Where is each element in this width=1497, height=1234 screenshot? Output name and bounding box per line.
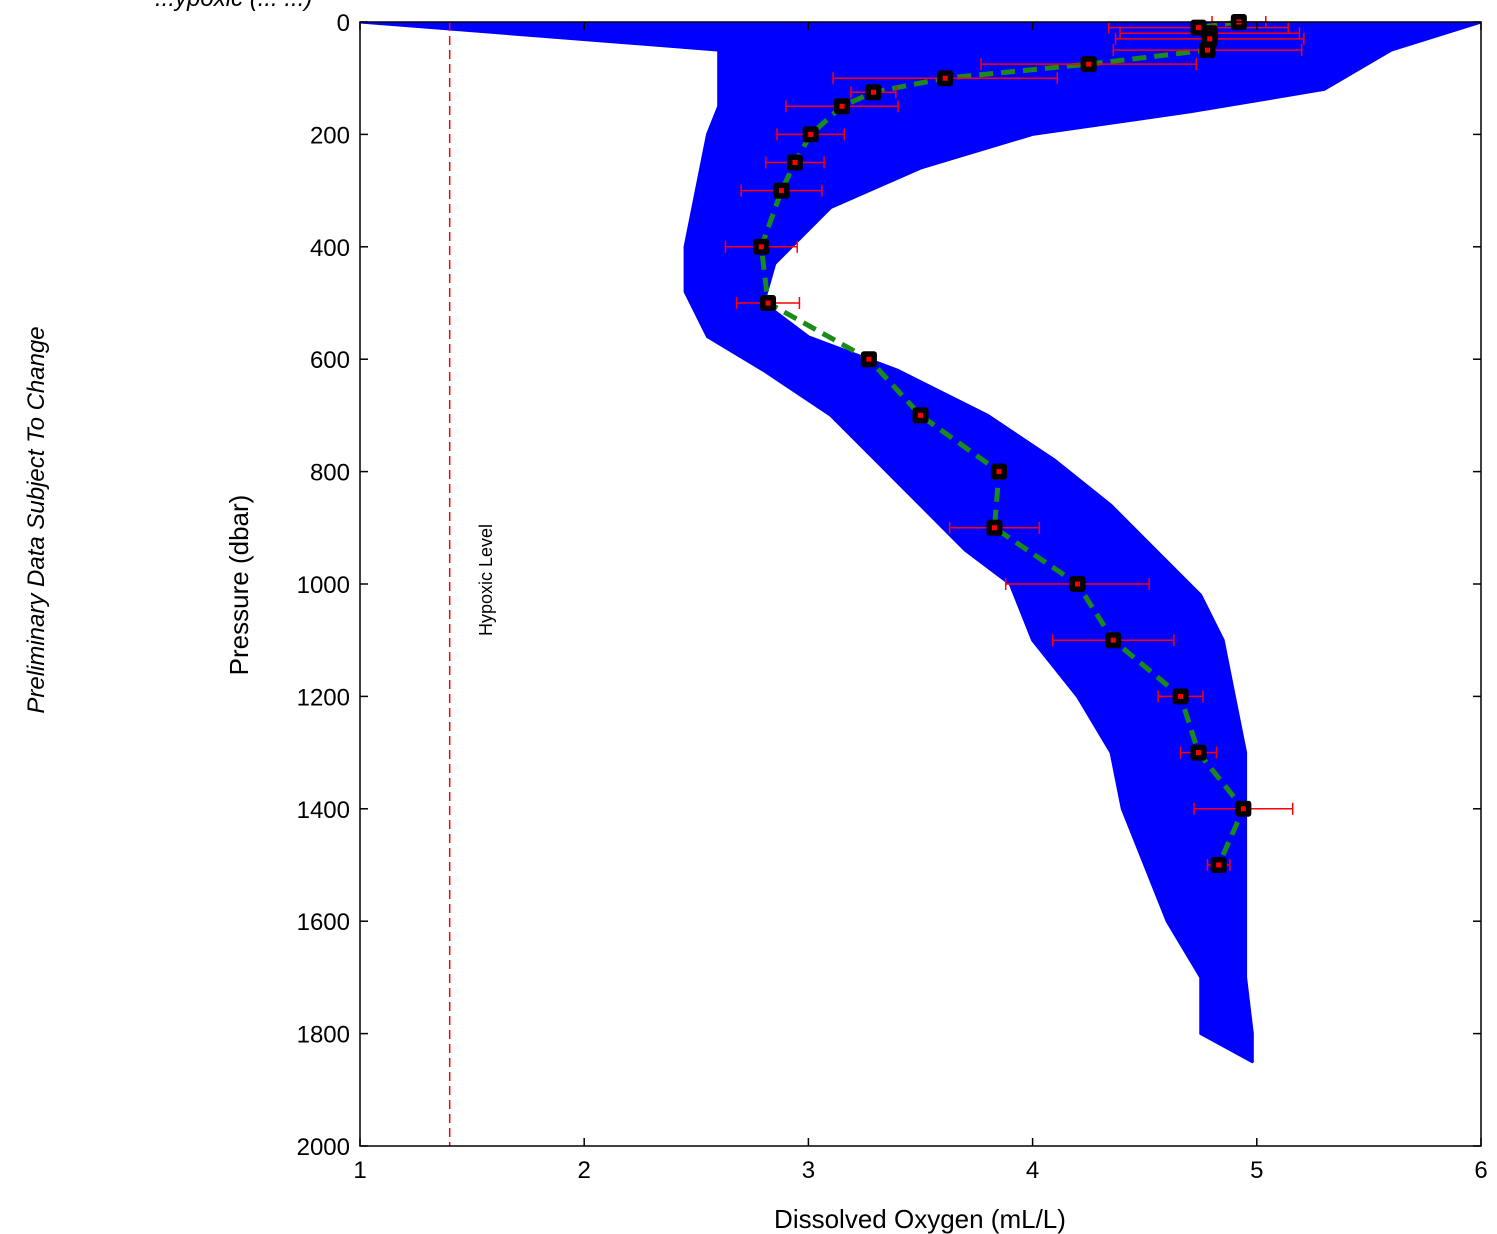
point-marker-center [996, 469, 1002, 475]
data-point [802, 126, 819, 143]
y-tick-label: 2000 [297, 1134, 350, 1161]
x-tick-label: 1 [353, 1157, 366, 1184]
y-tick-label: 1800 [297, 1022, 350, 1049]
point-marker-center [1074, 581, 1080, 587]
x-tick-label: 6 [1474, 1157, 1487, 1184]
data-point [1172, 688, 1189, 705]
point-marker-center [1086, 61, 1092, 67]
hypoxic-level-label: Hypoxic Level [476, 524, 496, 636]
y-ticks: 0 200 400 600 800 1000 1200 1400 1600 1800 2000 [297, 10, 1481, 1161]
point-marker-center [991, 525, 997, 531]
scatter-cloud-band [360, 22, 1481, 1064]
data-point [986, 519, 1003, 536]
y-tick-label: 200 [310, 122, 350, 149]
data-point [773, 182, 790, 199]
data-point [990, 463, 1007, 480]
data-point [760, 295, 777, 311]
x-ticks: 1 2 3 4 5 6 [353, 22, 1488, 1184]
point-marker-center [792, 160, 798, 165]
data-point [937, 70, 954, 87]
x-tick-label: 3 [802, 1157, 815, 1184]
x-tick-label: 2 [578, 1157, 591, 1184]
y-tick-label: 600 [310, 347, 350, 374]
data-point [753, 238, 770, 255]
data-point [1190, 744, 1207, 761]
y-tick-label: 800 [310, 460, 350, 487]
point-marker-center [778, 188, 784, 194]
point-marker-center [1196, 750, 1202, 756]
point-marker-center [839, 103, 845, 109]
point-marker-center [758, 244, 764, 250]
point-marker-center [1240, 806, 1246, 812]
point-marker-center [1196, 25, 1202, 31]
data-point [912, 407, 929, 424]
point-marker-center [1178, 693, 1184, 699]
y-tick-label: 400 [310, 235, 350, 262]
y-tick-label: 1600 [297, 909, 350, 936]
data-point [786, 154, 803, 171]
point-marker-center [942, 75, 948, 81]
y-tick-label: 0 [337, 10, 350, 37]
x-axis-label: Dissolved Oxygen (mL/L) [774, 1204, 1066, 1234]
point-marker-center [765, 300, 771, 306]
data-point [1199, 42, 1216, 59]
data-point [1105, 632, 1122, 649]
point-marker-center [1216, 862, 1222, 868]
data-point [834, 98, 851, 115]
mean-profile-series [724, 14, 1305, 873]
point-marker-center [1204, 47, 1210, 53]
data-point [860, 351, 877, 368]
data-point [1235, 800, 1252, 817]
data-point [865, 84, 882, 101]
data-point [1080, 56, 1097, 73]
point-marker-center [1207, 36, 1213, 42]
scatter-cloud [360, 22, 1481, 1064]
y-tick-label: 1200 [297, 684, 350, 711]
point-marker-center [866, 356, 872, 362]
point-marker-center [918, 412, 923, 418]
point-marker-center [870, 89, 876, 95]
title-fragment: ...ypoxic (... ...) [155, 0, 312, 12]
data-point [1210, 857, 1227, 873]
x-tick-label: 4 [1026, 1157, 1039, 1184]
plot-frame [359, 21, 1482, 1147]
y-tick-label: 1000 [297, 572, 350, 599]
x-tick-label: 5 [1250, 1157, 1263, 1184]
point-marker-center [1110, 637, 1116, 643]
point-marker-center [808, 131, 814, 137]
y-tick-label: 1400 [297, 797, 350, 824]
axes [359, 21, 1482, 1147]
data-point [1069, 576, 1086, 592]
y-axis-label: Pressure (dbar) [224, 495, 254, 676]
preliminary-data-note: Preliminary Data Subject To Change [23, 326, 50, 713]
